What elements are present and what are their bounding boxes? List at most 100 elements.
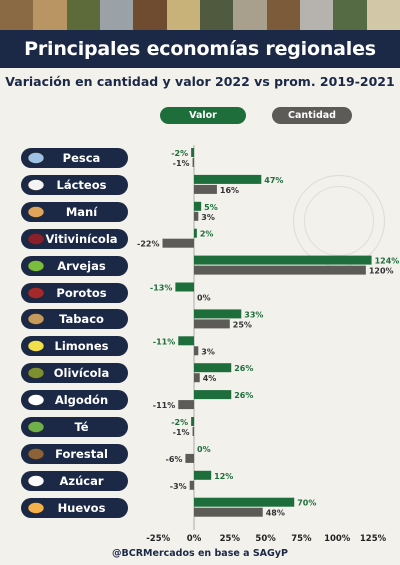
bar-cantidad-10	[192, 427, 194, 436]
category-text-5: Porotos	[56, 285, 107, 300]
x-tick-label-3: 50%	[255, 534, 276, 544]
category-label-5: Porotos	[21, 282, 128, 303]
data-label-cantidad-1: 16%	[220, 186, 239, 195]
x-tick-label-5: 100%	[324, 534, 351, 544]
bar-valor-1	[194, 174, 262, 184]
data-label-cantidad-12: -3%	[170, 482, 187, 491]
source-note: @BCRMercados en base a SAGyP	[112, 548, 288, 559]
category-label-2: Maní	[21, 201, 128, 222]
data-label-cantidad-7: 3%	[201, 347, 215, 356]
data-label-valor-8: 26%	[234, 364, 253, 373]
data-label-valor-0: -2%	[171, 149, 188, 158]
pea-pod-icon	[25, 258, 47, 274]
page-subtitle: Variación en cantidad y valor 2022 vs pr…	[5, 74, 395, 89]
olive-icon	[25, 365, 47, 381]
category-text-7: Limones	[54, 339, 109, 354]
data-label-cantidad-6: 25%	[233, 320, 252, 329]
bar-valor-10	[191, 417, 194, 426]
data-label-cantidad-9: -11%	[153, 401, 175, 410]
data-label-valor-10: -2%	[171, 418, 188, 427]
sugar-icon	[25, 473, 47, 489]
log-icon	[25, 446, 47, 462]
data-label-cantidad-11: -6%	[166, 455, 183, 464]
category-label-7: Limones	[21, 336, 128, 357]
beans-icon	[25, 285, 47, 301]
data-label-cantidad-0: -1%	[173, 159, 190, 168]
x-tick-label-4: 75%	[291, 534, 312, 544]
bar-valor-5	[175, 282, 194, 292]
legend-cantidad: Cantidad	[272, 107, 352, 124]
data-label-valor-11: 0%	[197, 445, 211, 454]
data-label-valor-6: 33%	[244, 310, 263, 319]
bar-cantidad-11	[185, 453, 194, 463]
tea-cup-icon	[25, 419, 47, 435]
category-label-6: Tabaco	[21, 309, 128, 330]
bar-cantidad-8	[194, 373, 200, 383]
x-tick-label-0: -25%	[146, 534, 170, 544]
data-label-valor-1: 47%	[264, 176, 283, 185]
data-label-cantidad-8: 4%	[203, 374, 217, 383]
category-text-8: Olivícola	[53, 366, 110, 381]
category-label-4: Arvejas	[21, 255, 128, 276]
category-text-11: Forestal	[55, 446, 108, 461]
bar-cantidad-13	[194, 507, 263, 517]
category-label-10: Té	[21, 417, 128, 437]
category-text-6: Tabaco	[59, 312, 104, 327]
bar-valor-8	[194, 363, 232, 373]
header-photo-strip	[0, 0, 400, 30]
data-label-cantidad-10: -1%	[173, 428, 190, 437]
x-tick-label-6: 125%	[360, 534, 387, 544]
bar-valor-6	[194, 309, 242, 319]
page-title: Principales economías regionales	[24, 38, 376, 60]
category-text-2: Maní	[65, 204, 98, 219]
category-text-3: Vitivinícola	[45, 231, 118, 246]
category-label-9: Algodón	[21, 390, 128, 411]
bar-cantidad-0	[192, 158, 194, 167]
x-tick-label-1: 0%	[187, 534, 202, 544]
fish-icon	[25, 150, 47, 166]
data-label-valor-5: -13%	[150, 284, 172, 293]
category-label-8: Olivícola	[21, 363, 128, 384]
legend-valor: Valor	[160, 107, 246, 124]
bar-cantidad-1	[194, 184, 217, 194]
data-label-valor-7: -11%	[153, 337, 175, 346]
lemon-icon	[25, 338, 47, 354]
wine-glass-icon	[25, 231, 47, 247]
category-text-1: Lácteos	[56, 177, 107, 192]
bar-valor-9	[194, 390, 232, 400]
category-text-9: Algodón	[54, 393, 109, 408]
category-text-10: Té	[74, 420, 89, 434]
data-label-cantidad-3: -22%	[137, 240, 159, 249]
title-bar: Principales economías regionales	[0, 30, 400, 68]
bar-cantidad-2	[194, 211, 199, 221]
data-label-valor-2: 5%	[204, 203, 218, 212]
category-label-12: Azúcar	[21, 470, 128, 491]
data-label-valor-3: 2%	[200, 230, 214, 239]
data-label-valor-4: 124%	[375, 257, 400, 266]
tobacco-leaf-icon	[25, 311, 47, 327]
category-text-12: Azúcar	[59, 473, 104, 488]
bar-cantidad-9	[178, 400, 194, 410]
peanut-icon	[25, 204, 47, 220]
milk-bottle-icon	[25, 177, 47, 193]
bar-valor-13	[194, 497, 295, 507]
category-label-3: Vitivinícola	[21, 228, 128, 249]
data-label-cantidad-4: 120%	[369, 267, 394, 276]
category-text-13: Huevos	[57, 500, 106, 515]
bar-cantidad-4	[194, 265, 366, 275]
bar-cantidad-12	[189, 480, 194, 490]
category-label-1: Lácteos	[21, 174, 128, 195]
bar-valor-7	[178, 336, 194, 346]
data-label-valor-13: 70%	[297, 499, 316, 508]
data-label-cantidad-5: 0%	[197, 294, 211, 303]
bar-valor-2	[194, 201, 202, 211]
bar-cantidad-3	[162, 238, 194, 248]
data-label-cantidad-2: 3%	[201, 213, 215, 222]
bar-valor-0	[191, 148, 194, 157]
bar-valor-12	[194, 470, 212, 480]
bar-valor-4	[194, 255, 372, 265]
egg-icon	[25, 500, 47, 516]
data-label-valor-12: 12%	[214, 472, 233, 481]
bar-cantidad-6	[194, 319, 230, 329]
